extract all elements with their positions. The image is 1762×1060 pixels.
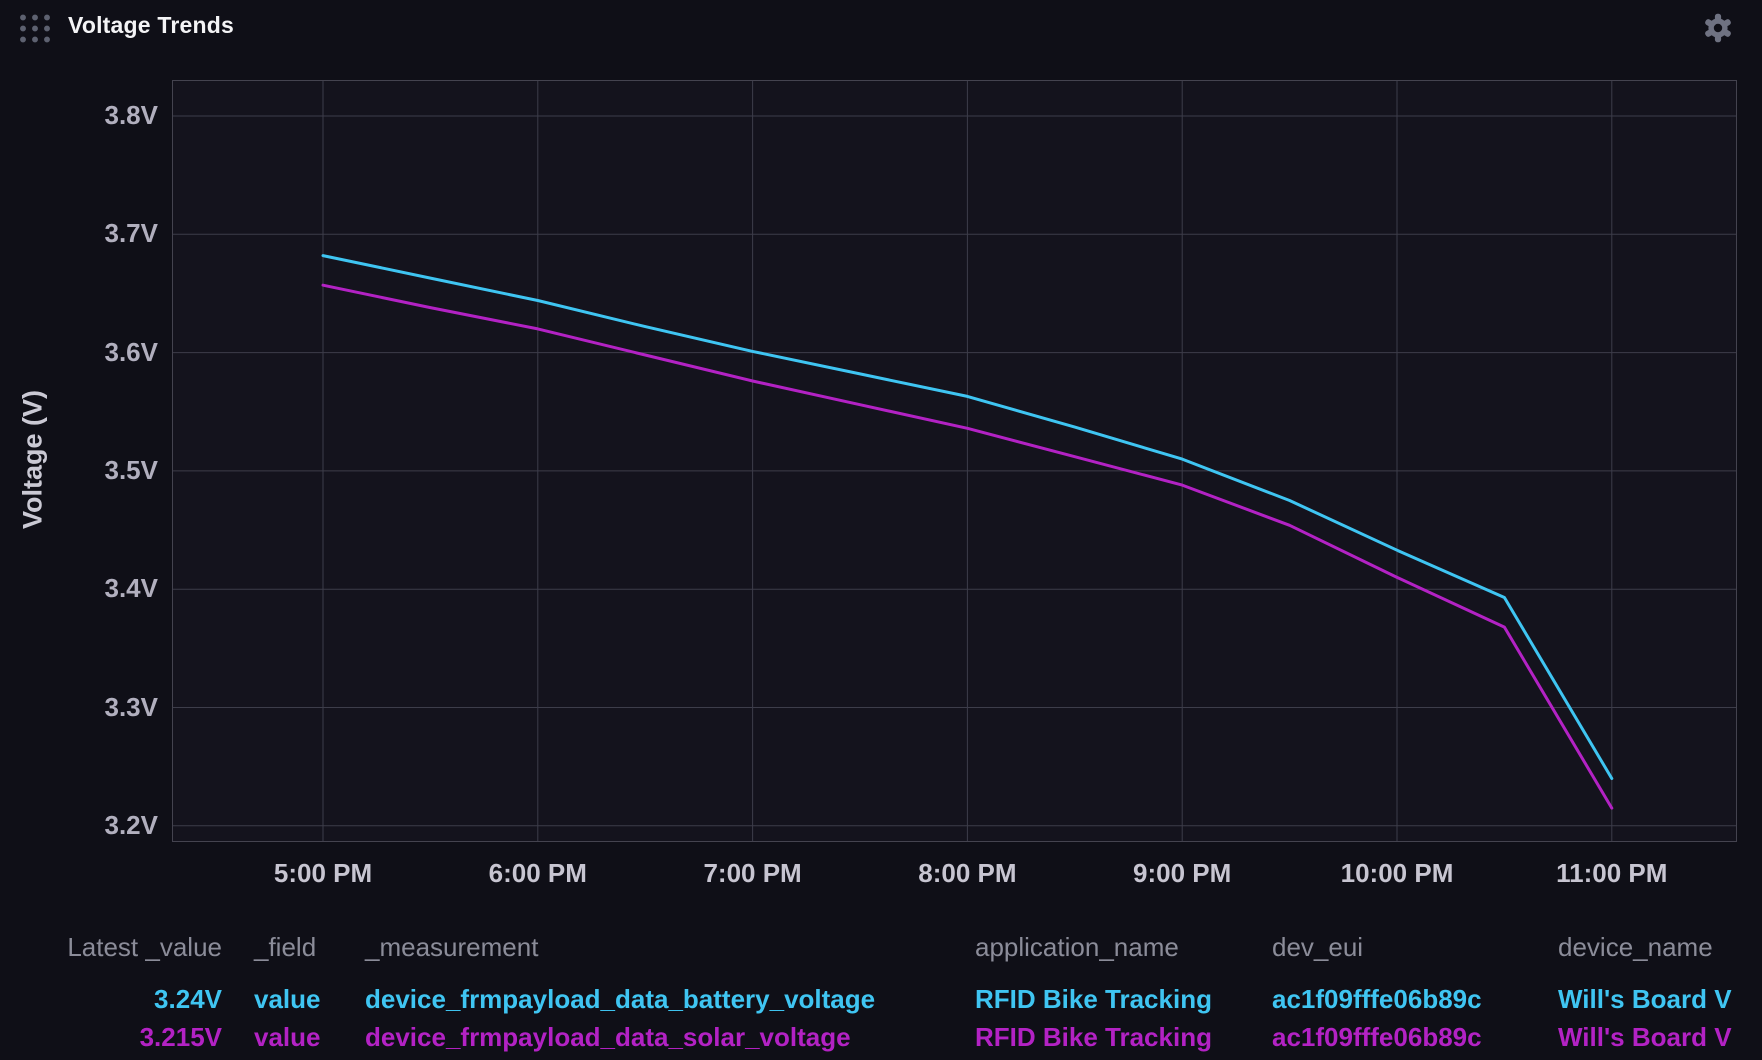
legend-row-solar-application-name: RFID Bike Tracking xyxy=(975,1022,1212,1052)
legend-header-latest-value: Latest _value xyxy=(67,932,222,962)
legend-row-battery-application-name: RFID Bike Tracking xyxy=(975,984,1212,1014)
x-tick-label: 9:00 PM xyxy=(1133,858,1232,888)
legend-header-field: _field xyxy=(254,932,317,962)
y-tick-label: 3.4V xyxy=(104,573,159,604)
legend-header-dev-eui: dev_eui xyxy=(1272,932,1364,962)
plot-border xyxy=(172,80,1737,842)
legend-header-measurement: _measurement xyxy=(365,932,539,962)
voltage-chart-plot-area[interactable] xyxy=(172,80,1737,842)
y-tick-label: 3.3V xyxy=(104,691,159,722)
panel-title: Voltage Trends xyxy=(68,12,234,38)
x-tick-label: 7:00 PM xyxy=(703,858,802,888)
x-tick-label: 11:00 PM xyxy=(1556,858,1668,888)
panel-header: Voltage Trends xyxy=(0,0,1762,56)
legend-row-battery-dev-eui: ac1f09fffe06b89c xyxy=(1272,984,1482,1014)
y-tick-label: 3.7V xyxy=(104,218,159,249)
legend-row-battery-measurement: device_frmpayload_data_battery_voltage xyxy=(365,984,876,1014)
x-tick-label: 5:00 PM xyxy=(273,858,373,888)
x-tick-label: 8:00 PM xyxy=(918,858,1017,888)
y-tick-label: 3.5V xyxy=(104,454,159,485)
y-tick-label: 3.6V xyxy=(104,336,159,367)
x-tick-label: 10:00 PM xyxy=(1340,858,1454,888)
legend-row-solar-measurement: device_frmpayload_data_solar_voltage xyxy=(365,1022,851,1052)
legend-row-battery-device-name: Will's Board V xyxy=(1558,984,1732,1014)
y-tick-label: 3.2V xyxy=(104,809,159,840)
legend-row-solar-latest-value: 3.215V xyxy=(139,1022,222,1052)
legend-row-battery-latest-value: 3.24V xyxy=(154,984,222,1014)
voltage-chart-svg xyxy=(172,80,1737,842)
legend-row-solar-device-name: Will's Board V xyxy=(1558,1022,1732,1052)
series-line-solar xyxy=(321,283,1614,810)
drag-handle-icon[interactable] xyxy=(16,11,50,43)
legend-header-application-name: application_name xyxy=(975,932,1179,962)
legend-row-battery-field: value xyxy=(254,984,321,1014)
legend-row-solar-dev-eui: ac1f09fffe06b89c xyxy=(1272,1022,1482,1052)
y-tick-label: 3.8V xyxy=(104,100,159,130)
settings-gear-icon[interactable] xyxy=(1700,10,1736,46)
series-line-battery xyxy=(321,254,1614,780)
legend-row-solar-field: value xyxy=(254,1022,321,1052)
legend-header-device-name: device_name xyxy=(1558,932,1713,962)
x-tick-label: 6:00 PM xyxy=(488,858,587,888)
